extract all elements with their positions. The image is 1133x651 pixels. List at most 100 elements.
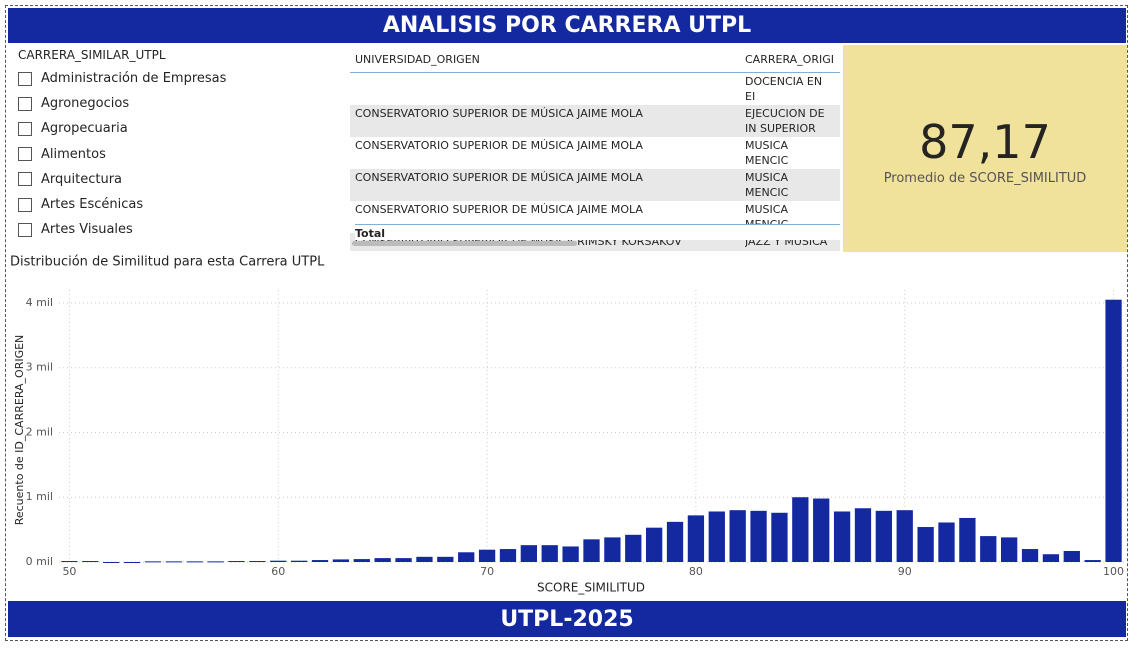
bar xyxy=(103,562,120,563)
footer-title: UTPL-2025 xyxy=(8,601,1126,637)
bar xyxy=(186,561,203,563)
bar xyxy=(875,510,892,562)
bar xyxy=(165,561,182,563)
bar xyxy=(917,527,934,562)
table-cell: CONSERVATORIO SUPERIOR DE MÚSICA JAIME M… xyxy=(355,203,643,216)
bar xyxy=(478,549,496,562)
slicer: CARRERA_SIMILAR_UTPL Administración de E… xyxy=(18,46,343,246)
bar xyxy=(750,510,767,562)
slicer-item[interactable]: Artes Escénicas xyxy=(18,192,343,217)
column-header: UNIVERSIDAD_ORIGEN xyxy=(355,52,480,66)
table-cell: CONSERVATORIO SUPERIOR DE MÚSICA JAIME M… xyxy=(355,107,643,120)
bar xyxy=(792,497,809,562)
bar xyxy=(249,561,266,563)
bar xyxy=(395,558,412,562)
bar xyxy=(813,498,830,562)
x-tick-label: 100 xyxy=(1103,565,1124,578)
x-tick-label: 80 xyxy=(689,565,703,578)
bar xyxy=(332,559,350,562)
bar xyxy=(604,537,621,562)
bar xyxy=(520,545,537,562)
table-cell: MUSICA MENCIC xyxy=(745,139,789,167)
x-tick-label: 90 xyxy=(898,565,912,578)
bar xyxy=(374,558,391,562)
bar xyxy=(61,561,78,563)
table-header: UNIVERSIDAD_ORIGEN CARRERA_ORIGE xyxy=(350,46,840,73)
bar xyxy=(562,546,579,562)
header-title: ANALISIS POR CARRERA UTPL xyxy=(8,8,1126,43)
bar xyxy=(583,539,600,562)
checkbox xyxy=(18,96,32,111)
y-tick-label: 0 mil xyxy=(26,555,53,568)
slicer-item-label: Administración de Empresas xyxy=(41,71,227,87)
bar xyxy=(270,560,287,562)
slicer-item[interactable]: Alimentos xyxy=(18,142,343,167)
card-value: 87,17 xyxy=(919,115,1051,169)
chart: Distribución de Similitud para esta Carr… xyxy=(10,255,1124,595)
column-header: CARRERA_ORIGE xyxy=(745,52,833,66)
table-cell: DOCENCIA EN EI xyxy=(745,75,823,103)
checkbox xyxy=(18,71,32,86)
table-cell: CONSERVATORIO SUPERIOR DE MÚSICA JAIME M… xyxy=(355,171,643,184)
bar xyxy=(416,556,433,562)
table-row: CONSERVATORIO SUPERIOR DE MÚSICA JAIME M… xyxy=(350,105,840,137)
bar xyxy=(311,560,329,562)
y-axis-label: Recuento de ID_CARRERA_ORIGEN xyxy=(13,335,26,526)
slicer-item[interactable]: Agronegocios xyxy=(18,91,343,116)
slicer-item[interactable]: Administración de Empresas xyxy=(18,66,343,91)
bar xyxy=(833,511,851,562)
bar xyxy=(938,522,955,562)
checkbox xyxy=(18,222,32,237)
scrollbar xyxy=(352,241,577,246)
table-cell xyxy=(350,74,745,104)
bar xyxy=(291,560,308,562)
x-tick-label: 60 xyxy=(271,565,285,578)
bar xyxy=(625,534,642,562)
checkbox xyxy=(18,172,32,187)
bar xyxy=(1105,299,1122,562)
slicer-item[interactable]: Artes Visuales xyxy=(18,217,343,242)
bar xyxy=(854,508,872,562)
bar xyxy=(959,517,976,562)
card-label: Promedio de SCORE_SIMILITUD xyxy=(883,171,1087,186)
table-row: DOCENCIA EN EI xyxy=(350,73,840,105)
table: UNIVERSIDAD_ORIGEN CARRERA_ORIGE DOCENCIA … xyxy=(350,46,840,251)
checkbox xyxy=(18,147,32,162)
bar xyxy=(687,515,705,562)
bar xyxy=(896,510,913,562)
slicer-title: CARRERA_SIMILAR_UTPL xyxy=(18,48,166,62)
table-cell: CONSERVATORIO SUPERIOR DE MÚSICA JAIME M… xyxy=(355,139,643,152)
bar xyxy=(499,549,517,562)
y-tick-label: 2 mil xyxy=(26,425,53,438)
bar xyxy=(207,561,224,563)
table-cell: MUSICA MENCIC xyxy=(745,171,789,199)
bar xyxy=(729,510,746,562)
bar xyxy=(228,561,245,563)
checkbox xyxy=(18,197,32,212)
table-row: CONSERVATORIO SUPERIOR DE MÚSICA JAIME M… xyxy=(350,137,840,169)
bar xyxy=(458,552,475,562)
slicer-item-label: Artes Visuales xyxy=(41,222,133,238)
frame xyxy=(5,5,1128,641)
slicer-item-label: Alimentos xyxy=(41,146,106,162)
bar xyxy=(666,521,684,562)
bar xyxy=(771,512,788,562)
bar xyxy=(541,545,558,562)
bar xyxy=(123,562,141,563)
x-axis-label: SCORE_SIMILITUD xyxy=(537,581,645,595)
slicer-item-label: Agronegocios xyxy=(41,96,130,112)
x-tick-label: 70 xyxy=(480,565,494,578)
slicer-item[interactable]: Agropecuaria xyxy=(18,116,343,141)
bar xyxy=(353,559,370,562)
bar xyxy=(980,536,997,562)
y-tick-label: 1 mil xyxy=(26,490,53,503)
slicer-item-label: Arquitectura xyxy=(41,171,123,187)
table-cell: EJECUCION DE IN SUPERIOR xyxy=(745,107,825,135)
bar xyxy=(646,527,663,562)
bar xyxy=(1063,550,1080,562)
slicer-item-label: Agropecuaria xyxy=(41,121,128,137)
bar xyxy=(1001,537,1018,562)
slicer-item[interactable]: Arquitectura xyxy=(18,167,343,192)
chart-title: Distribución de Similitud para esta Carr… xyxy=(10,255,325,270)
